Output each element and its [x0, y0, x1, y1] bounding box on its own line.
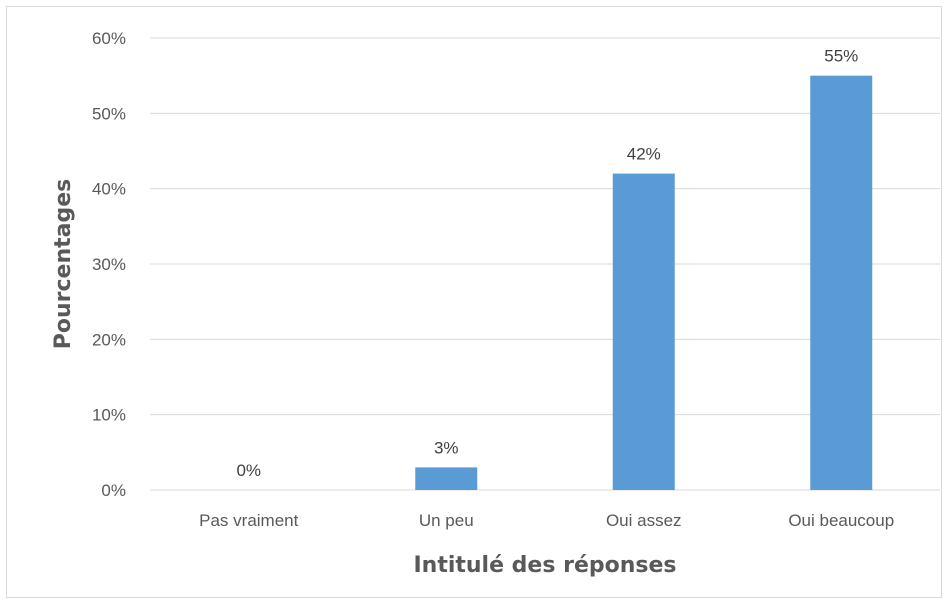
- data-label: 0%: [236, 461, 261, 480]
- y-tick-label: 0%: [101, 481, 126, 500]
- x-tick-label: Un peu: [419, 511, 474, 530]
- data-labels: 0% 3% 42% 55%: [236, 47, 858, 480]
- y-tick-label: 40%: [92, 180, 126, 199]
- y-tick-label: 30%: [92, 255, 126, 274]
- chart-frame: [6, 6, 942, 598]
- y-tick-label: 20%: [92, 330, 126, 349]
- bar: [415, 467, 478, 490]
- x-tick-label: Oui assez: [606, 511, 682, 530]
- y-tick-label: 50%: [92, 104, 126, 123]
- x-tick-label: Oui beaucoup: [788, 511, 894, 530]
- y-axis-tick-labels: 0% 10% 20% 30% 40% 50% 60%: [92, 29, 126, 500]
- y-tick-label: 60%: [92, 29, 126, 48]
- gridlines: [150, 37, 940, 491]
- y-tick-label: 10%: [92, 406, 126, 425]
- x-axis-title: Intitulé des réponses: [413, 553, 676, 578]
- bar: [612, 173, 675, 490]
- data-label: 42%: [627, 145, 661, 164]
- bars: [415, 75, 873, 491]
- data-label: 55%: [824, 47, 858, 66]
- y-axis-title: Pourcentages: [51, 179, 76, 350]
- x-axis-tick-labels: Pas vraiment Un peu Oui assez Oui beaucoup: [199, 511, 894, 530]
- data-label: 3%: [434, 438, 459, 457]
- x-tick-label: Pas vraiment: [199, 511, 298, 530]
- bar: [810, 75, 873, 491]
